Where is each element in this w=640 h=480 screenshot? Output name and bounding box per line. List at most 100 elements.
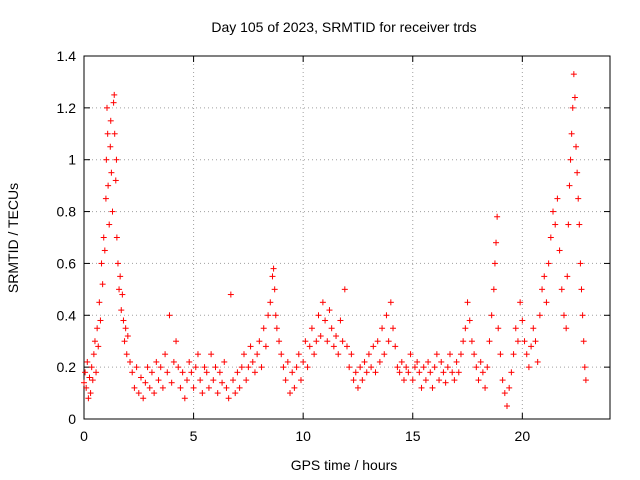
data-points xyxy=(81,71,589,410)
data-point xyxy=(359,377,366,384)
data-point xyxy=(525,364,532,371)
data-point xyxy=(99,281,106,288)
data-point xyxy=(197,377,204,384)
data-point xyxy=(514,338,521,345)
data-point xyxy=(166,312,173,319)
data-point xyxy=(232,390,239,397)
data-point xyxy=(112,177,119,184)
data-point xyxy=(247,343,254,350)
plot-frame xyxy=(83,55,611,420)
data-point xyxy=(348,351,355,358)
data-point xyxy=(491,260,498,267)
data-point xyxy=(440,369,447,376)
data-point xyxy=(431,364,438,371)
data-point xyxy=(556,247,563,254)
data-point xyxy=(339,338,346,345)
data-point xyxy=(96,299,103,306)
data-point xyxy=(418,384,425,391)
data-point xyxy=(106,221,113,228)
y-tick-label: 0.2 xyxy=(57,359,77,375)
data-point xyxy=(396,369,403,376)
data-point xyxy=(493,239,500,246)
data-point xyxy=(238,364,245,371)
data-point xyxy=(123,351,130,358)
data-point xyxy=(565,221,572,228)
data-point xyxy=(116,286,123,293)
data-point xyxy=(567,156,574,163)
data-point xyxy=(89,377,96,384)
data-point xyxy=(254,351,261,358)
data-point xyxy=(372,369,379,376)
data-point xyxy=(306,343,313,350)
data-point xyxy=(479,369,486,376)
data-point xyxy=(566,182,573,189)
data-point xyxy=(184,377,191,384)
data-point xyxy=(403,364,410,371)
data-point xyxy=(83,384,90,391)
data-point xyxy=(289,369,296,376)
data-point xyxy=(85,395,92,402)
data-point xyxy=(376,358,383,365)
data-point xyxy=(357,364,364,371)
data-point xyxy=(400,377,407,384)
x-tick-label: 15 xyxy=(405,428,421,444)
data-point xyxy=(267,299,274,306)
data-point xyxy=(471,351,478,358)
data-point xyxy=(453,358,460,365)
data-point xyxy=(484,364,491,371)
data-point xyxy=(541,273,548,280)
data-point xyxy=(214,390,221,397)
data-point xyxy=(153,358,160,365)
data-point xyxy=(243,377,250,384)
data-point xyxy=(181,395,188,402)
data-point xyxy=(510,351,517,358)
data-point xyxy=(269,273,276,280)
data-point xyxy=(104,104,111,111)
data-point xyxy=(550,208,557,215)
data-point xyxy=(249,358,256,365)
data-point xyxy=(503,403,510,410)
data-point xyxy=(460,338,467,345)
data-point xyxy=(82,369,89,376)
data-point xyxy=(575,195,582,202)
chart-title: Day 105 of 2023, SRMTID for receiver trd… xyxy=(211,19,476,35)
data-point xyxy=(95,343,102,350)
data-point xyxy=(295,351,302,358)
data-point xyxy=(103,156,110,163)
data-point xyxy=(379,325,386,332)
data-point xyxy=(447,351,454,358)
data-point xyxy=(425,358,432,365)
data-point xyxy=(563,325,570,332)
y-tick-label: 1 xyxy=(68,152,76,168)
data-point xyxy=(578,286,585,293)
data-point xyxy=(258,364,265,371)
data-point xyxy=(374,338,381,345)
data-point xyxy=(304,364,311,371)
data-point xyxy=(346,364,353,371)
data-point xyxy=(105,182,112,189)
y-tick-label: 0.4 xyxy=(57,307,77,323)
data-point xyxy=(508,369,515,376)
data-point xyxy=(473,364,480,371)
data-point xyxy=(341,286,348,293)
data-point xyxy=(407,351,414,358)
data-point xyxy=(100,234,107,241)
data-point xyxy=(108,169,115,176)
data-point xyxy=(109,208,116,215)
data-point xyxy=(278,351,285,358)
grid-lines xyxy=(84,56,610,419)
data-point xyxy=(532,338,539,345)
y-tick-label: 1.2 xyxy=(57,100,77,116)
x-tick-label: 0 xyxy=(80,428,88,444)
data-point xyxy=(352,369,359,376)
data-point xyxy=(107,143,114,150)
data-point xyxy=(433,351,440,358)
data-point xyxy=(133,364,140,371)
y-tick-label: 0 xyxy=(68,411,76,427)
data-point xyxy=(212,364,219,371)
data-point xyxy=(495,325,502,332)
data-point xyxy=(438,358,445,365)
data-point xyxy=(392,343,399,350)
data-point xyxy=(135,390,142,397)
data-point xyxy=(354,384,361,391)
